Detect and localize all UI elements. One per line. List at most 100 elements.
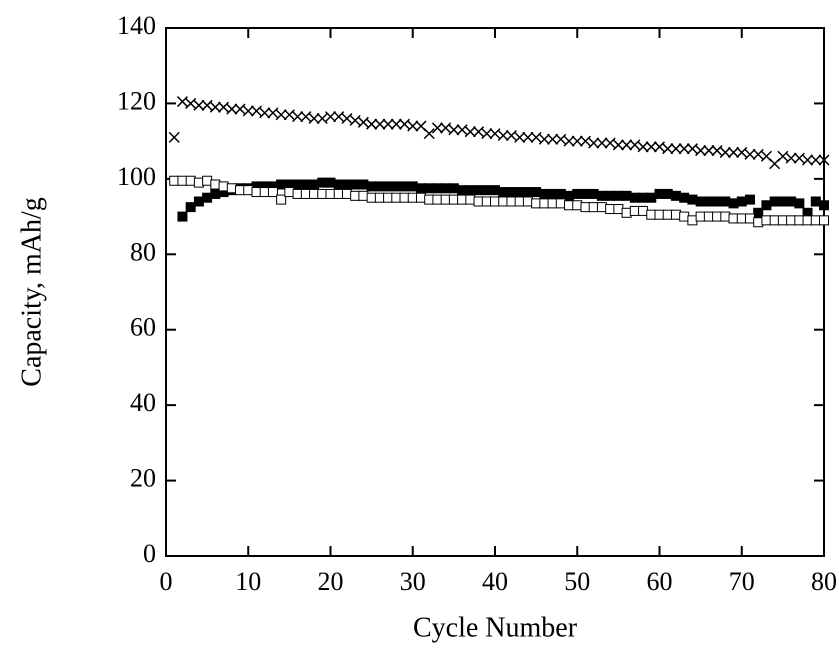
point: [802, 215, 813, 226]
point: [810, 215, 821, 226]
point: [654, 209, 665, 220]
point: [604, 137, 616, 149]
point: [424, 183, 435, 194]
point: [440, 183, 451, 194]
point: [679, 192, 690, 203]
point: [498, 196, 509, 207]
point: [613, 204, 624, 215]
point: [317, 188, 328, 199]
point: [538, 133, 550, 145]
x-axis-title: Cycle Number: [413, 612, 578, 643]
point: [374, 118, 386, 130]
point: [300, 111, 312, 123]
point: [243, 185, 254, 196]
point: [794, 215, 805, 226]
point: [810, 154, 822, 166]
point: [350, 179, 361, 190]
y-tick-label: 80: [130, 237, 156, 266]
point: [769, 196, 780, 207]
point: [497, 129, 509, 142]
point: [324, 111, 337, 123]
point: [786, 215, 797, 226]
point: [571, 135, 583, 147]
point: [202, 192, 213, 203]
point: [185, 97, 197, 109]
point: [547, 188, 558, 199]
point: [579, 135, 592, 147]
point: [267, 187, 278, 198]
point: [662, 209, 673, 220]
point: [341, 112, 353, 125]
point: [564, 200, 575, 211]
point: [316, 112, 328, 125]
y-tick-label: 100: [117, 162, 156, 191]
point: [711, 145, 723, 157]
y-tick-label: 40: [130, 388, 156, 417]
point: [283, 109, 295, 121]
point: [169, 175, 180, 186]
point: [341, 179, 352, 190]
point: [473, 126, 485, 138]
point: [572, 200, 583, 211]
point: [284, 187, 295, 198]
point: [563, 135, 575, 147]
point: [267, 107, 279, 119]
point: [168, 131, 180, 143]
point: [251, 187, 262, 198]
point: [728, 213, 739, 224]
point: [539, 188, 550, 199]
point: [662, 143, 674, 155]
point: [490, 196, 500, 207]
point: [448, 124, 460, 136]
point: [325, 188, 336, 199]
x-tick-label: 30: [400, 567, 426, 596]
point: [431, 122, 443, 134]
point: [382, 118, 394, 130]
point: [202, 175, 213, 186]
point: [505, 129, 517, 142]
point: [333, 111, 345, 123]
point: [761, 215, 772, 226]
point: [259, 187, 270, 198]
point: [415, 192, 426, 203]
point: [300, 188, 311, 199]
point: [209, 101, 221, 113]
point: [177, 175, 188, 186]
point: [728, 198, 739, 209]
y-tick-label: 140: [117, 11, 156, 40]
point: [218, 187, 229, 198]
point: [777, 215, 788, 226]
point: [481, 196, 492, 207]
point: [802, 207, 813, 218]
point: [605, 190, 616, 201]
point: [234, 103, 246, 115]
point: [605, 204, 616, 215]
point: [802, 154, 814, 166]
point: [407, 120, 419, 132]
point: [695, 196, 706, 207]
point: [432, 183, 443, 194]
point: [407, 192, 418, 203]
point: [226, 183, 237, 194]
point: [358, 190, 369, 201]
point: [588, 137, 600, 149]
point: [530, 131, 542, 143]
point: [786, 196, 797, 207]
point: [629, 205, 640, 216]
point: [712, 196, 723, 207]
point: [350, 190, 361, 201]
plot-frame: [165, 27, 825, 557]
point: [531, 187, 542, 198]
point: [498, 187, 509, 198]
point: [547, 198, 558, 209]
point: [357, 116, 369, 128]
y-axis-title: Capacity, mAh/g: [16, 197, 47, 386]
point: [794, 198, 805, 209]
point: [769, 215, 780, 226]
point: [391, 181, 402, 192]
point: [712, 211, 723, 222]
point: [514, 131, 526, 143]
point: [490, 185, 500, 196]
y-tick-label: 0: [143, 539, 156, 568]
point: [531, 198, 542, 209]
